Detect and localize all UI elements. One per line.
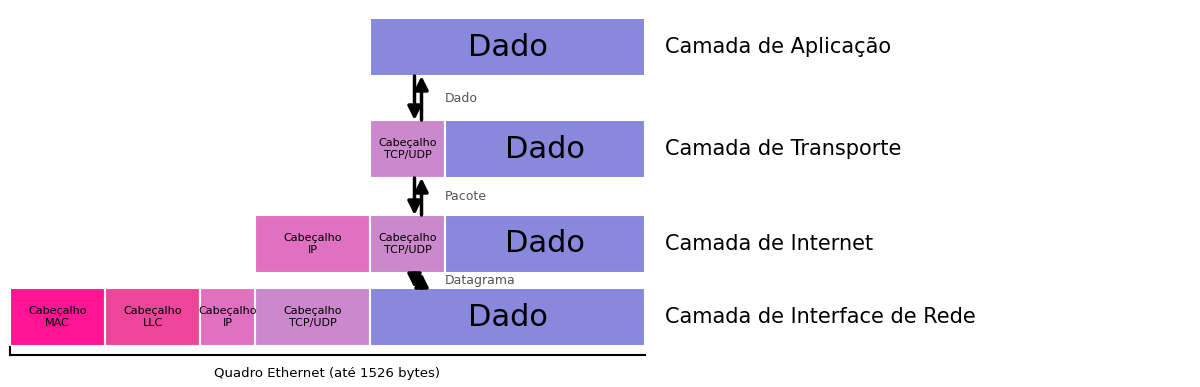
Text: Dado: Dado — [445, 91, 478, 104]
Text: Pacote: Pacote — [445, 190, 487, 203]
Text: Datagrama: Datagrama — [445, 274, 516, 287]
Bar — [445, 120, 646, 178]
Text: Dado: Dado — [468, 33, 547, 62]
Bar — [370, 288, 646, 346]
Text: Cabeçalho
TCP/UDP: Cabeçalho TCP/UDP — [378, 233, 437, 255]
Text: Camada de Transporte: Camada de Transporte — [665, 139, 901, 159]
Text: Cabeçalho
IP: Cabeçalho IP — [198, 306, 257, 328]
Bar — [370, 215, 445, 273]
Bar — [106, 288, 200, 346]
Text: Dado: Dado — [505, 229, 584, 259]
Bar — [370, 120, 445, 178]
Text: Camada de Interface de Rede: Camada de Interface de Rede — [665, 307, 976, 327]
Bar — [10, 288, 106, 346]
Text: Cabeçalho
TCP/UDP: Cabeçalho TCP/UDP — [283, 306, 342, 328]
Bar — [370, 18, 646, 76]
Bar — [256, 215, 370, 273]
Text: Cabeçalho
TCP/UDP: Cabeçalho TCP/UDP — [378, 138, 437, 160]
Text: Cabeçalho
MAC: Cabeçalho MAC — [29, 306, 86, 328]
Text: Camada de Aplicação: Camada de Aplicação — [665, 37, 892, 57]
Bar — [200, 288, 256, 346]
Text: Quadro Ethernet (até 1526 bytes): Quadro Ethernet (até 1526 bytes) — [215, 367, 440, 380]
Text: Cabeçalho
LLC: Cabeçalho LLC — [124, 306, 181, 328]
Bar — [445, 215, 646, 273]
Bar — [256, 288, 370, 346]
Text: Dado: Dado — [505, 135, 584, 163]
Text: Cabeçalho
IP: Cabeçalho IP — [283, 233, 342, 255]
Text: Camada de Internet: Camada de Internet — [665, 234, 874, 254]
Text: Dado: Dado — [468, 303, 547, 332]
